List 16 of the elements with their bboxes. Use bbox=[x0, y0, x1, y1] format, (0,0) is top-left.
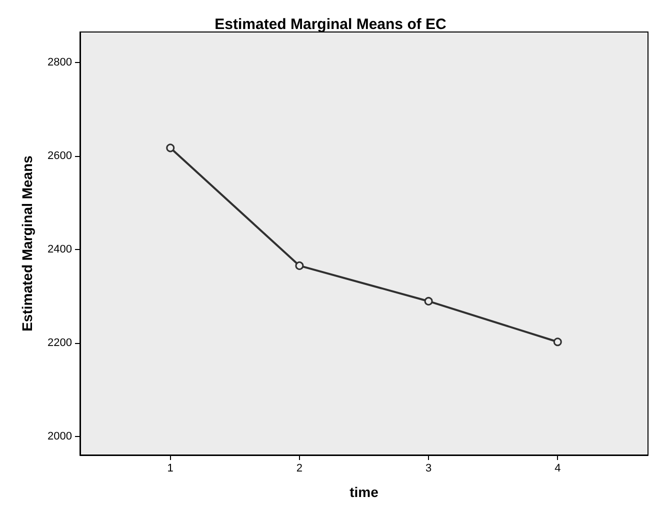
point bbox=[295, 261, 304, 270]
y-tick-label: 2200 bbox=[48, 336, 72, 349]
y-tick-label: 2000 bbox=[48, 430, 72, 442]
y-tick-label: 2400 bbox=[48, 243, 72, 256]
x-tick-label: 4 bbox=[554, 462, 561, 474]
chart-title: Estimated Marginal Means of EC bbox=[214, 16, 447, 33]
x-tick-label: 3 bbox=[425, 462, 432, 474]
x-axis-title: time bbox=[350, 484, 379, 500]
point bbox=[553, 338, 562, 346]
x-tick-label: 1 bbox=[167, 462, 174, 474]
y-axis-title: Estimated Marginal Means bbox=[19, 155, 35, 332]
point bbox=[424, 296, 433, 306]
y-tick-label: 2800 bbox=[48, 56, 72, 68]
y-tick-label: 2600 bbox=[48, 150, 72, 162]
point bbox=[166, 144, 175, 152]
x-tick-label: 2 bbox=[296, 462, 303, 474]
